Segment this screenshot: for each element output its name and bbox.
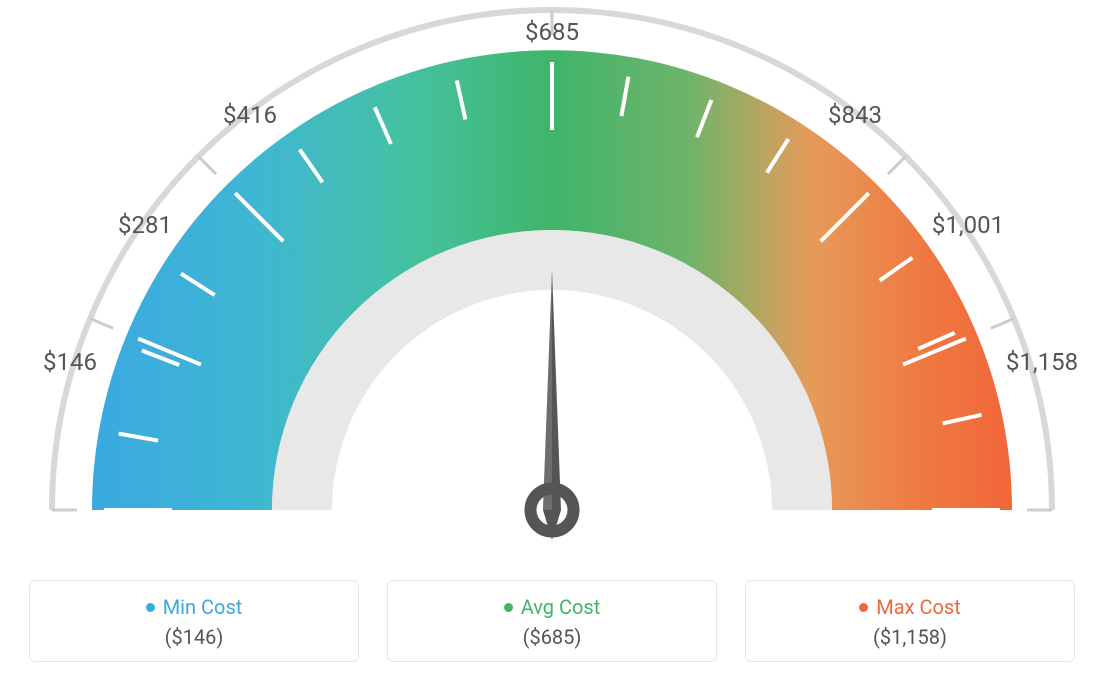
legend-row: Min Cost ($146) Avg Cost ($685) Max Cost… <box>0 580 1104 662</box>
legend-card-avg: Avg Cost ($685) <box>387 580 717 662</box>
gauge-tick-label: $685 <box>525 18 579 46</box>
legend-title-text-min: Min Cost <box>163 595 243 619</box>
gauge-tick-label: $281 <box>118 211 172 239</box>
gauge-tick-label: $146 <box>43 348 97 376</box>
legend-title-min: Min Cost <box>146 595 243 619</box>
legend-title-text-max: Max Cost <box>876 595 961 619</box>
dot-icon-min <box>146 603 155 612</box>
legend-card-min: Min Cost ($146) <box>29 580 359 662</box>
dot-icon-avg <box>504 603 513 612</box>
legend-card-max: Max Cost ($1,158) <box>745 580 1075 662</box>
gauge-tick-label: $416 <box>223 101 277 129</box>
legend-title-avg: Avg Cost <box>504 595 601 619</box>
gauge-tick-label: $843 <box>828 101 882 129</box>
dot-icon-max <box>859 603 868 612</box>
gauge-chart: $146 $281 $416 $685 $843 $1,001 $1,158 <box>0 0 1104 570</box>
legend-value-max: ($1,158) <box>746 625 1074 649</box>
legend-value-avg: ($685) <box>388 625 716 649</box>
gauge-tick-label: $1,001 <box>932 211 1004 239</box>
gauge-tick-label: $1,158 <box>1006 348 1078 376</box>
legend-title-text-avg: Avg Cost <box>521 595 601 619</box>
legend-title-max: Max Cost <box>859 595 961 619</box>
gauge-svg <box>0 0 1104 570</box>
legend-value-min: ($146) <box>30 625 358 649</box>
